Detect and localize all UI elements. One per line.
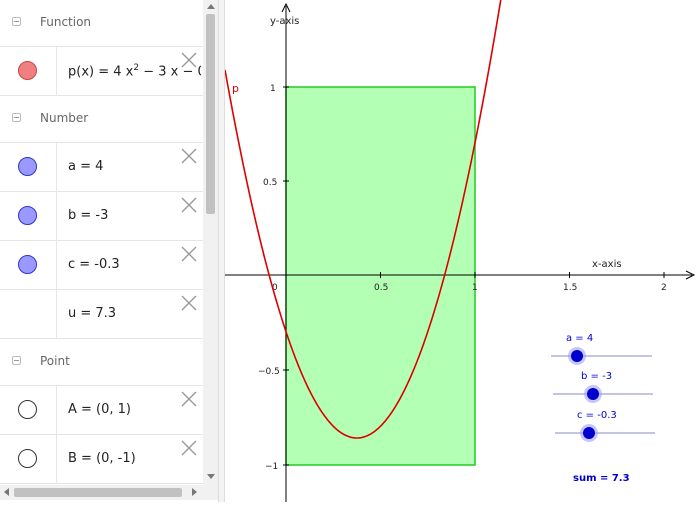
scroll-thumb[interactable] (14, 488, 182, 497)
slider-label: c = -0.3 (577, 410, 617, 421)
category-label: Point (40, 354, 70, 368)
algebra-row-c[interactable]: c = -0.3 (0, 241, 203, 290)
category-label: Function (40, 15, 92, 29)
function-definition[interactable]: p(x) = 4 x2 − 3 x − 0.3 (68, 63, 201, 80)
slider-b[interactable]: b = -3 (553, 371, 653, 403)
category-point[interactable]: Point (0, 339, 203, 386)
delete-icon[interactable] (180, 390, 198, 408)
collapse-icon[interactable] (12, 113, 21, 122)
horizontal-scrollbar[interactable] (0, 485, 218, 500)
function-curve-p[interactable] (224, 0, 503, 439)
slider-label: b = -3 (581, 371, 612, 382)
visibility-marble-icon[interactable] (18, 206, 37, 225)
category-label: Number (40, 111, 89, 125)
delete-icon[interactable] (180, 439, 198, 457)
algebra-view: Function p(x) = 4 x2 − 3 x − 0.3 Number … (0, 0, 218, 502)
scroll-up-icon[interactable] (207, 4, 215, 9)
x-tick-label: 0 (272, 283, 278, 293)
visibility-marble-icon[interactable] (18, 255, 37, 274)
x-tick-label: 1.5 (563, 283, 577, 293)
y-axis-arrow-icon (281, 2, 291, 13)
y-tick-label: −1 (265, 462, 278, 472)
category-function[interactable]: Function (0, 0, 203, 47)
visibility-marble-icon[interactable] (18, 400, 37, 419)
slider-a[interactable]: a = 4 (551, 333, 652, 365)
x-ticks (380, 272, 665, 278)
x-tick-label: 0.5 (374, 283, 388, 293)
delete-icon[interactable] (180, 147, 198, 165)
delete-icon[interactable] (180, 51, 198, 69)
algebra-row-a[interactable]: a = 4 (0, 143, 203, 192)
point-value[interactable]: A = (0, 1) (68, 402, 132, 417)
algebra-row-function[interactable]: p(x) = 4 x2 − 3 x − 0.3 (0, 47, 203, 96)
scroll-right-icon[interactable] (192, 488, 197, 496)
x-axis-label: x-axis (592, 259, 622, 270)
delete-icon[interactable] (180, 294, 198, 312)
x-tick-label: 1 (472, 283, 478, 293)
number-value[interactable]: u = 7.3 (68, 306, 117, 321)
scroll-down-icon[interactable] (207, 474, 215, 479)
algebra-list: Function p(x) = 4 x2 − 3 x − 0.3 Number … (0, 0, 203, 484)
collapse-icon[interactable] (12, 356, 21, 365)
number-value[interactable]: b = -3 (68, 208, 109, 223)
x-axis-arrow-icon (685, 270, 696, 280)
category-number[interactable]: Number (0, 96, 203, 143)
graphics-view[interactable]: 0 0.5 1 1.5 2 1 0.5 −0.5 −1 x-axis y-axi… (224, 0, 698, 502)
visibility-marble-icon[interactable] (18, 449, 37, 468)
slider-handle[interactable] (587, 388, 599, 400)
delete-icon[interactable] (180, 245, 198, 263)
x-tick-label: 2 (661, 283, 667, 293)
y-tick-label: 1 (270, 84, 276, 94)
slider-label: a = 4 (566, 333, 593, 344)
slider-c[interactable]: c = -0.3 (555, 410, 655, 442)
y-tick-label: 0.5 (263, 178, 277, 188)
delete-icon[interactable] (180, 196, 198, 214)
curve-label: p (232, 82, 239, 95)
algebra-row-B[interactable]: B = (0, -1) (0, 435, 203, 484)
scroll-left-icon[interactable] (4, 488, 9, 496)
number-value[interactable]: a = 4 (68, 159, 104, 174)
number-value[interactable]: c = -0.3 (68, 257, 120, 272)
y-tick-label: −0.5 (258, 367, 280, 377)
view-divider[interactable] (218, 0, 225, 502)
slider-handle[interactable] (583, 427, 595, 439)
y-ticks (283, 86, 289, 466)
visibility-marble-icon[interactable] (18, 157, 37, 176)
y-axis-label: y-axis (270, 16, 299, 27)
vertical-scrollbar[interactable] (203, 0, 218, 485)
visibility-marble-icon[interactable] (18, 61, 37, 80)
point-value[interactable]: B = (0, -1) (68, 451, 136, 466)
scroll-thumb[interactable] (206, 14, 215, 214)
collapse-icon[interactable] (12, 17, 21, 26)
sum-text: sum = 7.3 (573, 473, 630, 484)
algebra-row-b[interactable]: b = -3 (0, 192, 203, 241)
graphics-canvas[interactable]: 0 0.5 1 1.5 2 1 0.5 −0.5 −1 x-axis y-axi… (224, 0, 698, 502)
slider-handle[interactable] (571, 350, 583, 362)
algebra-row-A[interactable]: A = (0, 1) (0, 386, 203, 435)
algebra-row-u[interactable]: u = 7.3 (0, 290, 203, 339)
